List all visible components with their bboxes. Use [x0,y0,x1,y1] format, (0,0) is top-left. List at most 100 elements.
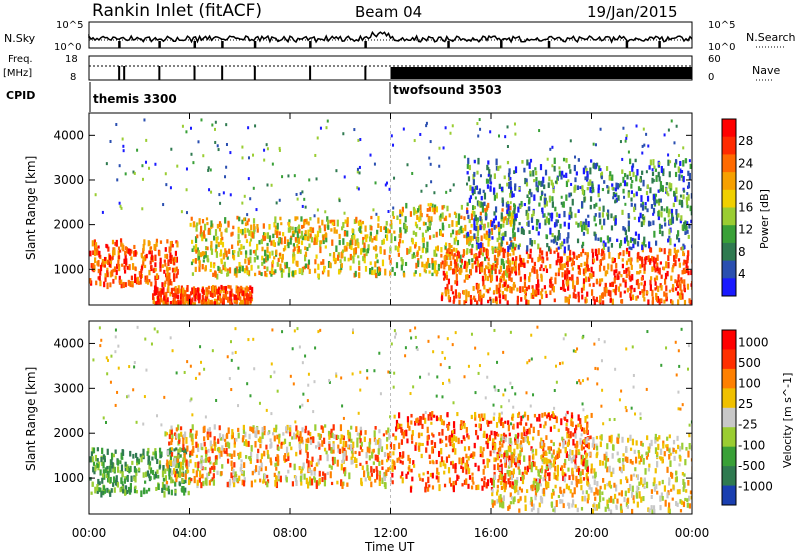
heatmap-cell [305,438,308,443]
nsky-marker [221,41,224,48]
heatmap-cell [99,269,102,276]
heatmap-cell [420,416,423,420]
heatmap-cell [329,219,332,224]
heatmap-cell [636,169,639,176]
heatmap-cell [301,204,304,208]
heatmap-cell [507,424,510,432]
heatmap-cell [525,178,528,185]
heatmap-cell [492,262,495,269]
heatmap-cell [167,285,170,293]
heatmap-cell [317,217,320,224]
heatmap-cell [501,291,505,295]
heatmap-cell [378,271,382,276]
heatmap-cell [367,244,370,251]
heatmap-cell [690,283,692,287]
heatmap-cell [481,485,484,491]
heatmap-cell [103,256,107,261]
heatmap-cell [499,265,502,273]
heatmap-cell [653,486,657,492]
heatmap-cell [632,171,635,178]
heatmap-cell [106,244,109,249]
heatmap-cell [679,283,682,291]
heatmap-cell [184,290,187,296]
heatmap-cell [629,434,632,441]
heatmap-cell [189,459,192,464]
heatmap-cell [479,211,482,216]
heatmap-cell [437,471,440,476]
heatmap-cell [571,257,574,265]
heatmap-cell [486,437,490,445]
heatmap-cell [189,126,192,130]
heatmap-cell [153,290,156,296]
heatmap-cell [608,251,611,259]
heatmap-cell [93,245,97,252]
heatmap-cell [477,484,480,490]
heatmap-cell [671,497,674,501]
heatmap-cell [513,237,516,241]
heatmap-cell [134,475,137,483]
heatmap-cell [136,458,139,463]
heatmap-cell [510,191,514,198]
heatmap-cell [603,180,606,184]
heatmap-cell [501,247,505,252]
heatmap-cell [334,259,337,265]
heatmap-cell [548,176,551,182]
heatmap-cell [425,121,428,125]
heatmap-cell [402,451,405,458]
heatmap-cell [447,294,450,300]
heatmap-cell [335,245,338,252]
heatmap-cell [247,177,250,181]
heatmap-cell [476,217,479,223]
heatmap-cell [176,473,179,479]
heatmap-cell [491,438,495,444]
nsky-marker [447,41,450,48]
heatmap-cell [592,258,596,263]
heatmap-cell [599,168,602,172]
heatmap-cell [463,479,467,485]
heatmap-cell [527,199,531,205]
heatmap-cell [308,468,311,473]
heatmap-cell [240,251,243,255]
heatmap-cell [191,433,194,440]
heatmap-cell [626,478,629,484]
heatmap-cell [169,278,172,285]
heatmap-cell [476,300,479,305]
heatmap-cell [375,466,378,472]
heatmap-cell [116,482,120,488]
heatmap-cell [210,190,213,194]
heatmap-cell [165,462,169,467]
heatmap-cell [543,203,546,208]
heatmap-cell [203,299,206,304]
heatmap-cell [508,273,511,279]
heatmap-cell [296,260,299,267]
heatmap-cell [393,414,396,419]
heatmap-cell [397,412,401,419]
heatmap-cell [644,205,647,210]
heatmap-cell [196,247,199,252]
heatmap-cell [134,267,137,272]
heatmap-cell [567,232,570,239]
heatmap-cell [567,279,570,285]
heatmap-cell [551,196,554,202]
heatmap-cell [543,457,546,465]
heatmap-cell [491,502,495,508]
heatmap-cell [560,467,563,471]
heatmap-cell [280,441,283,446]
heatmap-cell [627,224,630,232]
heatmap-cell [102,485,106,491]
heatmap-cell [426,440,429,446]
heatmap-cell [294,226,297,233]
heatmap-cell [177,464,180,469]
heatmap-cell [574,293,577,299]
heatmap-cell [507,420,510,426]
heatmap-cell [560,465,563,469]
heatmap-cell [487,420,491,425]
heatmap-cell [579,186,582,190]
heatmap-cell [199,231,202,237]
heatmap-cell [491,478,494,486]
heatmap-cell [158,464,162,469]
heatmap-cell [663,485,667,492]
heatmap-cell [537,256,540,263]
heatmap-cell [220,237,223,245]
heatmap-cell [285,446,289,454]
